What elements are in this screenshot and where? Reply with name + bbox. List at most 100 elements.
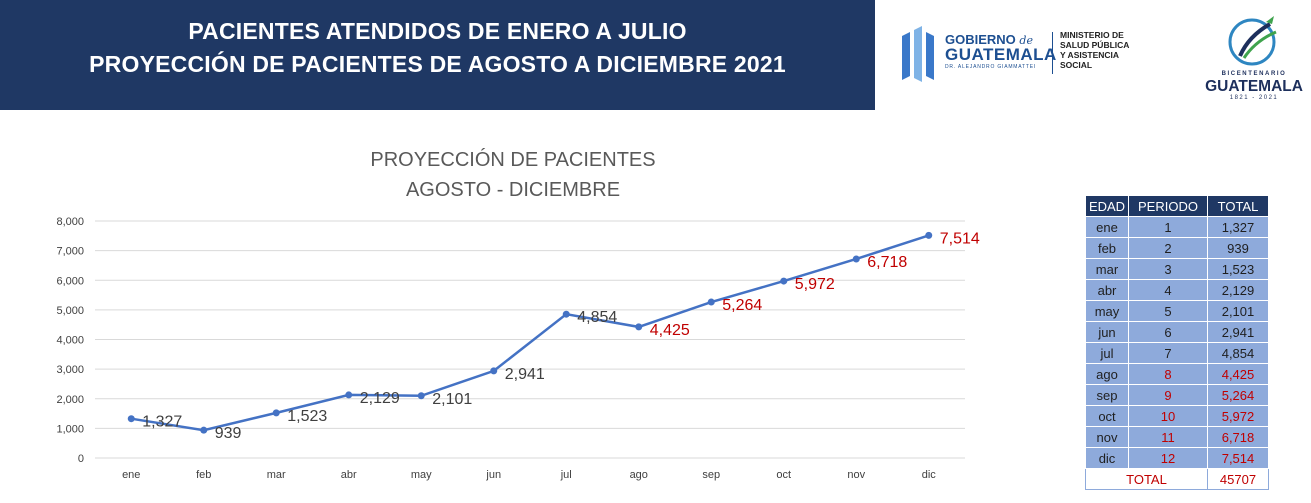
y-tick-label: 3,000	[56, 364, 84, 376]
cell-periodo: 12	[1128, 447, 1208, 469]
data-label: 7,514	[940, 230, 980, 247]
ministry-text: MINISTERIO DE SALUD PÚBLICA Y ASISTENCIA…	[1060, 30, 1130, 70]
x-tick-label: sep	[702, 469, 720, 481]
data-label: 2,101	[432, 391, 472, 408]
table-row: may 5 2,101	[1085, 300, 1269, 322]
x-tick-label: dic	[922, 469, 937, 481]
y-tick-label: 0	[78, 453, 84, 465]
cell-periodo: 4	[1128, 279, 1208, 301]
data-label: 4,425	[650, 322, 690, 339]
table-row: mar 3 1,523	[1085, 258, 1269, 280]
data-point	[127, 415, 135, 423]
table-row: dic 12 7,514	[1085, 447, 1269, 469]
table-row: oct 10 5,972	[1085, 405, 1269, 427]
data-point	[345, 391, 353, 399]
cell-periodo: 1	[1128, 216, 1208, 238]
x-tick-label: ene	[122, 469, 140, 481]
cell-edad: ene	[1085, 216, 1129, 238]
x-tick-label: abr	[341, 469, 357, 481]
data-point	[272, 409, 280, 417]
cell-edad: abr	[1085, 279, 1129, 301]
table-row: ene 1 1,327	[1085, 216, 1269, 238]
data-point	[490, 367, 498, 375]
cell-periodo: 10	[1128, 405, 1208, 427]
cell-total: 7,514	[1207, 447, 1269, 469]
data-label: 6,718	[867, 254, 907, 271]
cell-periodo: 7	[1128, 342, 1208, 364]
table-header-row: EDAD PERIODO TOTAL	[1085, 195, 1269, 217]
cell-total: 4,425	[1207, 363, 1269, 385]
cell-total: 1,327	[1207, 216, 1269, 238]
cell-edad: ago	[1085, 363, 1129, 385]
column-header-total: TOTAL	[1207, 195, 1269, 217]
cell-total: 2,941	[1207, 321, 1269, 343]
logo-divider	[1052, 32, 1053, 74]
y-tick-label: 8,000	[56, 216, 84, 228]
cell-edad: may	[1085, 300, 1129, 322]
table-row: feb 2 939	[1085, 237, 1269, 259]
x-tick-label: mar	[267, 469, 286, 481]
y-tick-label: 4,000	[56, 335, 84, 347]
data-label: 5,264	[722, 297, 762, 314]
cell-periodo: 11	[1128, 426, 1208, 448]
cell-total: 2,101	[1207, 300, 1269, 322]
total-label: TOTAL	[1085, 468, 1208, 490]
x-tick-label: may	[411, 469, 432, 481]
guatemala-text: GUATEMALA	[945, 45, 1057, 64]
cell-total: 6,718	[1207, 426, 1269, 448]
data-label: 2,129	[360, 390, 400, 407]
y-tick-label: 5,000	[56, 305, 84, 317]
series-line	[131, 234, 930, 432]
quetzal-emblem-icon	[1228, 16, 1277, 66]
patients-table: EDAD PERIODO TOTAL ene 1 1,327 feb 2 939 mar 3 1…	[1085, 195, 1269, 490]
y-tick-label: 2,000	[56, 394, 84, 406]
total-value: 45707	[1207, 468, 1269, 490]
data-label: 1,523	[287, 408, 327, 425]
header-title-line2: PROYECCIÓN DE PACIENTES DE AGOSTO A DICI…	[89, 51, 786, 77]
cell-periodo: 8	[1128, 363, 1208, 385]
series-data-labels: 1,327 939 1,523 2,129 2,101 2,941 4,854 4,425 5,…	[142, 230, 980, 442]
cell-periodo: 6	[1128, 321, 1208, 343]
table-row: nov 11 6,718	[1085, 426, 1269, 448]
cell-total: 2,129	[1207, 279, 1269, 301]
cell-periodo: 5	[1128, 300, 1208, 322]
data-point	[200, 426, 208, 434]
cell-edad: oct	[1085, 405, 1129, 427]
x-tick-label: jun	[485, 469, 501, 481]
bicentenario-years-text: 1821 - 2021	[1229, 95, 1279, 101]
gobierno-text: GOBIERNO de	[945, 32, 1033, 47]
data-point	[417, 392, 425, 400]
data-point	[707, 298, 715, 306]
table-row: ago 8 4,425	[1085, 363, 1269, 385]
cell-edad: dic	[1085, 447, 1129, 469]
data-label: 2,941	[505, 366, 545, 383]
x-tick-label: feb	[196, 469, 211, 481]
cell-periodo: 9	[1128, 384, 1208, 406]
data-label: 4,854	[577, 309, 617, 326]
cell-edad: feb	[1085, 237, 1129, 259]
chart-gridlines	[95, 220, 965, 459]
cell-edad: jul	[1085, 342, 1129, 364]
chart-title-line1: PROYECCIÓN DE PACIENTES	[370, 148, 655, 171]
chart-title-line2: AGOSTO - DICIEMBRE	[406, 179, 620, 201]
column-header-edad: EDAD	[1085, 195, 1129, 217]
y-tick-label: 7,000	[56, 246, 84, 258]
data-point	[925, 231, 933, 239]
data-label: 1,327	[142, 414, 182, 431]
patients-line-chart: PROYECCIÓN DE PACIENTES AGOSTO - DICIEMB…	[56, 148, 980, 481]
data-point	[780, 277, 788, 285]
cell-total: 5,264	[1207, 384, 1269, 406]
cell-total: 939	[1207, 237, 1269, 259]
series-points	[127, 231, 933, 434]
header-title-line1: PACIENTES ATENDIDOS DE ENERO A JULIO	[188, 18, 687, 44]
x-tick-label: jul	[560, 469, 572, 481]
gobierno-flag-bars-icon	[902, 26, 934, 82]
table-row: sep 9 5,264	[1085, 384, 1269, 406]
cell-total: 5,972	[1207, 405, 1269, 427]
data-point	[852, 255, 860, 263]
cell-edad: mar	[1085, 258, 1129, 280]
data-label: 5,972	[795, 276, 835, 293]
cell-periodo: 3	[1128, 258, 1208, 280]
cell-edad: jun	[1085, 321, 1129, 343]
cell-edad: nov	[1085, 426, 1129, 448]
